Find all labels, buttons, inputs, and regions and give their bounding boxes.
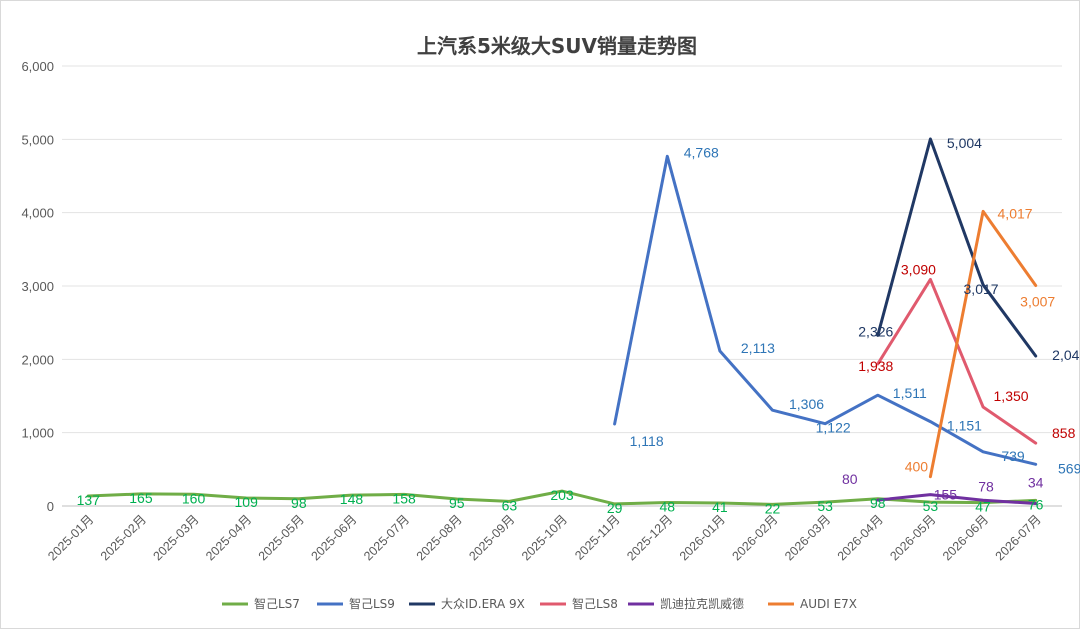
legend-label: 智己LS9 [349,596,395,611]
legend: 智己LS7 智己LS9 大众ID.ERA 9X 智己LS8 凯迪拉克凯威德 AUDI E7… [222,596,857,611]
data-label: 1,350 [994,388,1029,404]
data-label: 48 [659,498,675,514]
data-label: 5,004 [947,135,982,151]
y-tick-label: 4,000 [21,206,54,221]
data-label: 4,768 [684,144,719,160]
x-tick-label: 2026-05月 [887,512,938,563]
chart-title: 上汽系5米级大SUV销量走势图 [417,34,697,58]
legend-item: 大众ID.ERA 9X [409,597,525,611]
data-label: 3,090 [901,261,936,277]
x-tick-label: 2025-01月 [45,512,96,563]
data-label: 148 [340,491,364,507]
x-tick-label: 2026-06月 [940,512,991,563]
data-label: 569 [1058,460,1080,476]
legend-label: AUDI E7X [800,597,857,611]
x-tick-label: 2026-01月 [677,512,728,563]
data-label: 34 [1028,475,1044,491]
data-label: 158 [392,490,416,506]
legend-label: 智己LS8 [572,596,618,611]
data-label: 95 [449,495,465,511]
x-tick-label: 2025-11月 [572,512,623,563]
data-label: 858 [1052,425,1076,441]
data-label: 98 [870,495,886,511]
legend-item: 智己LS8 [540,596,618,611]
x-tick-label: 2025-07月 [361,512,412,563]
x-tick-label: 2025-02月 [98,512,149,563]
x-tick-label: 2025-08月 [414,512,465,563]
x-axis-ticks: 2025-01月 2025-02月 2025-03月 2025-04月 2025-05月… [45,512,1044,563]
legend-label: 智己LS7 [254,596,300,611]
series-line [876,137,1038,358]
data-label: 47 [975,499,991,515]
series-line [928,209,1038,479]
data-label: 160 [182,490,206,506]
data-label: 80 [842,471,858,487]
data-label: 3,007 [1020,293,1055,309]
x-tick-label: 2025-05月 [256,512,307,563]
data-label: 400 [905,459,929,475]
x-tick-label: 2026-07月 [993,512,1044,563]
x-tick-label: 2025-06月 [308,512,359,563]
x-tick-label: 2025-09月 [466,512,517,563]
data-label: 29 [607,500,623,516]
y-tick-label: 6,000 [21,59,54,74]
data-label: 2,045 [1052,347,1080,363]
data-label: 1,118 [630,433,664,449]
data-label: 53 [923,498,939,514]
legend-label: 凯迪拉克凯威德 [660,596,744,611]
data-label: 165 [129,490,153,506]
data-label: 1,306 [789,396,824,412]
x-tick-label: 2025-04月 [203,512,254,563]
data-label: 4,017 [998,205,1033,221]
data-label: 1,938 [858,358,893,374]
data-label: 2,113 [741,340,775,356]
x-tick-label: 2026-04月 [835,512,886,563]
series-lines [86,137,1038,506]
data-label: 1,122 [816,420,851,436]
data-label: 137 [77,492,101,508]
data-label: 739 [1001,448,1025,464]
legend-item: AUDI E7X [768,597,857,611]
x-tick-label: 2025-10月 [519,512,570,563]
x-tick-label: 2025-12月 [624,512,675,563]
gridlines [62,65,1062,507]
data-label: 1,511 [893,385,927,401]
data-label: 3,017 [964,281,999,297]
y-tick-label: 3,000 [21,279,54,294]
data-label: 1,151 [947,418,982,434]
series-line [613,154,1038,466]
data-label: 53 [817,498,833,514]
y-tick-label: 5,000 [21,132,54,147]
x-tick-label: 2026-02月 [729,512,780,563]
y-tick-label: 0 [47,499,54,514]
data-label: 78 [978,478,994,494]
legend-item: 智己LS7 [222,596,300,611]
data-labels: 137 165 160 109 98 148 158 95 63 203 29 48 41 22 53 98 5… [77,135,1080,516]
data-label: 2,326 [858,323,893,339]
data-label: 155 [934,487,958,503]
y-tick-label: 1,000 [21,426,54,441]
data-label: 109 [235,494,259,510]
legend-item: 凯迪拉克凯威德 [628,596,744,611]
legend-item: 智己LS9 [317,596,395,611]
data-label: 41 [712,499,728,515]
data-label: 63 [502,497,518,513]
y-tick-label: 2,000 [21,352,54,367]
data-label: 76 [1028,496,1044,512]
x-tick-label: 2025-03月 [151,512,202,563]
data-label: 203 [550,487,574,503]
legend-label: 大众ID.ERA 9X [441,597,525,611]
data-label: 98 [291,495,307,511]
y-axis-ticks: 0 1,000 2,000 3,000 4,000 5,000 6,000 [21,59,54,514]
x-tick-label: 2026-03月 [782,512,833,563]
data-label: 22 [765,500,781,516]
series-line [876,493,1038,505]
